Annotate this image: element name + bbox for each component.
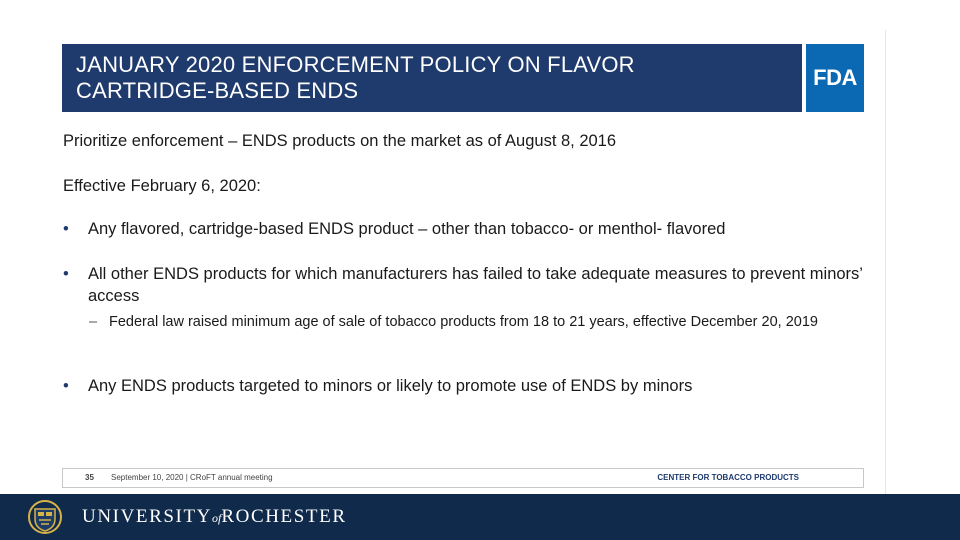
center-label: CENTER FOR TOBACCO PRODUCTS (657, 473, 799, 482)
bullet-dot: • (63, 265, 69, 283)
slide-footer: 35 September 10, 2020 | CRoFT annual mee… (62, 468, 864, 488)
university-seal-icon (28, 500, 62, 534)
slide-title-line-1: JANUARY 2020 ENFORCEMENT POLICY ON FLAVO… (76, 52, 635, 77)
bullet-dot: • (63, 220, 69, 238)
fda-logo: FDA (806, 44, 864, 112)
wordmark-rochester: ROCHESTER (221, 506, 347, 527)
bullet-text: Any flavored, cartridge-based ENDS produ… (88, 220, 726, 238)
bullet-item: • Any flavored, cartridge-based ENDS pro… (63, 218, 873, 240)
sub-bullet-text: Federal law raised minimum age of sale o… (109, 314, 818, 330)
university-wordmark: UNIVERSITYofROCHESTER (82, 504, 347, 531)
bullet-text: All other ENDS products for which manufa… (88, 265, 863, 305)
bullet-text: Any ENDS products targeted to minors or … (88, 377, 693, 395)
meeting-label: September 10, 2020 | CRoFT annual meetin… (111, 473, 273, 482)
sub-bullet-dash: – (89, 314, 98, 330)
bullet-dot: • (63, 377, 69, 395)
wordmark-of: of (212, 511, 222, 525)
sub-bullet-item: – Federal law raised minimum age of sale… (89, 312, 849, 332)
slide: JANUARY 2020 ENFORCEMENT POLICY ON FLAVO… (40, 30, 886, 494)
university-banner: UNIVERSITYofROCHESTER (0, 494, 960, 540)
slide-title-bar: JANUARY 2020 ENFORCEMENT POLICY ON FLAVO… (62, 44, 802, 112)
page-number: 35 (85, 473, 94, 482)
slide-title-line-2: CARTRIDGE-BASED ENDS (76, 78, 359, 103)
effective-date-text: Effective February 6, 2020: (63, 177, 261, 195)
wordmark-university: UNIVERSITY (82, 506, 212, 527)
bullet-item: • Any ENDS products targeted to minors o… (63, 375, 873, 397)
intro-text: Prioritize enforcement – ENDS products o… (63, 132, 617, 150)
bullet-item: • All other ENDS products for which manu… (63, 263, 873, 307)
